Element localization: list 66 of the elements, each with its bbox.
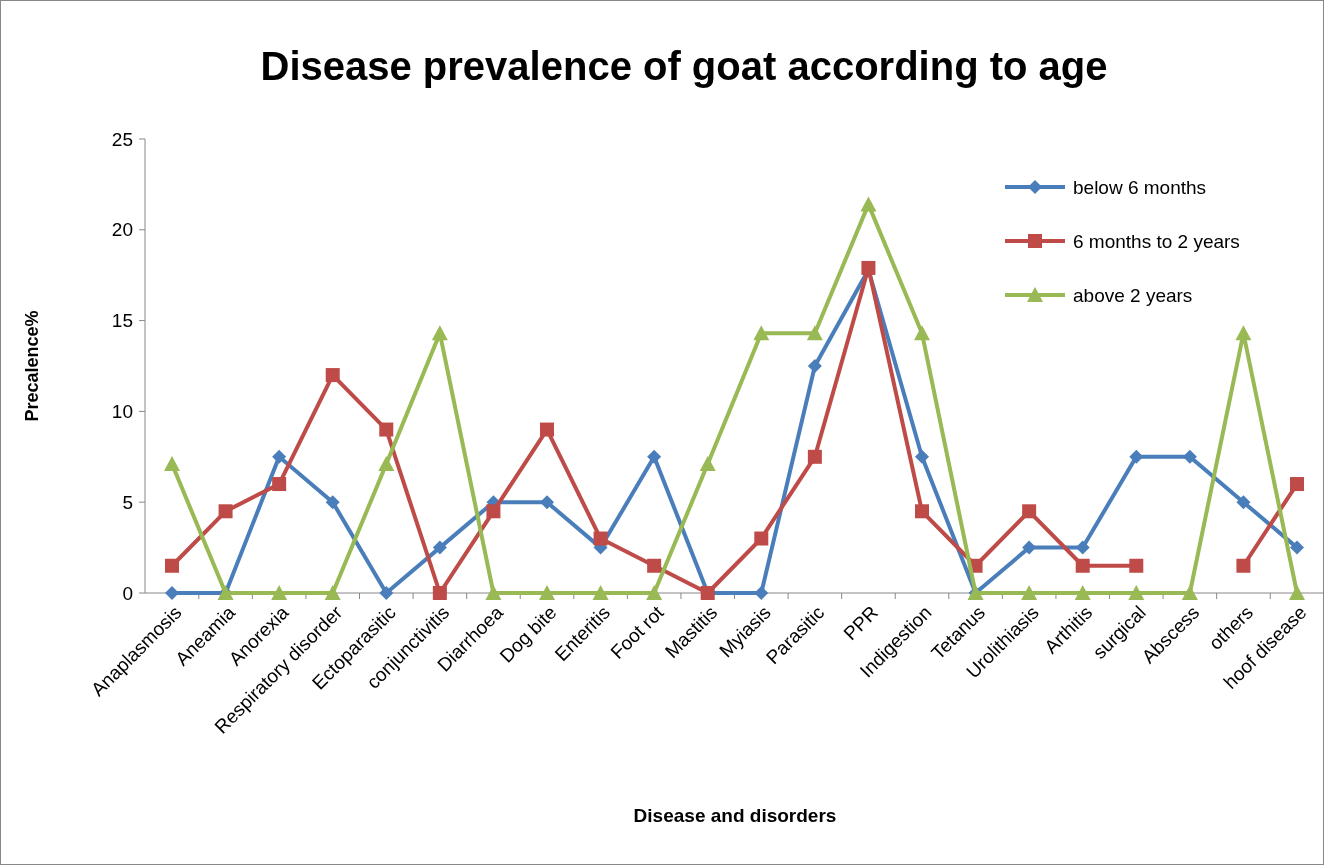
point [1235, 325, 1252, 341]
point [915, 504, 929, 519]
point [431, 325, 448, 341]
point [806, 325, 823, 341]
point [1022, 504, 1037, 519]
point [378, 456, 395, 472]
point [915, 449, 929, 464]
point [592, 585, 609, 600]
point [807, 359, 822, 373]
point [540, 495, 554, 510]
point [1236, 558, 1251, 573]
point [1236, 495, 1251, 510]
y-tick-label: 20 [111, 219, 133, 241]
point [1074, 585, 1091, 600]
point [1129, 558, 1144, 573]
legend-label: 6 months to 2 years [1073, 230, 1240, 252]
point [753, 325, 770, 341]
point [165, 586, 179, 600]
point [379, 422, 394, 437]
point [432, 586, 447, 600]
point [486, 504, 501, 519]
point [1289, 585, 1305, 600]
y-tick-label: 0 [122, 582, 133, 604]
x-axis-title: Disease and disorders [633, 805, 837, 826]
y-axis-title: Precalence% [22, 310, 42, 422]
point [1290, 477, 1304, 492]
point [272, 449, 287, 464]
point [218, 504, 233, 519]
point [914, 325, 930, 341]
point [646, 585, 663, 600]
chart-title: Disease prevalence of goat according to age [260, 44, 1108, 88]
point [272, 477, 287, 492]
point [647, 449, 662, 464]
point [540, 422, 554, 437]
point [754, 586, 769, 600]
point [432, 540, 447, 555]
point [539, 585, 555, 600]
point [325, 495, 340, 510]
y-tick-label: 5 [122, 491, 133, 513]
point [1182, 449, 1197, 464]
point [1290, 540, 1304, 555]
point [165, 558, 179, 573]
y-tick-label: 15 [111, 310, 133, 332]
point [379, 586, 394, 600]
legend-label: below 6 months [1073, 176, 1207, 198]
point [860, 196, 877, 212]
point [1021, 585, 1038, 600]
point [271, 585, 288, 600]
point [1128, 585, 1145, 600]
point [699, 456, 716, 472]
point [1022, 540, 1037, 555]
y-tick-label: 25 [111, 128, 133, 150]
point [1181, 585, 1198, 600]
point [1075, 558, 1090, 573]
point [324, 585, 341, 600]
point [593, 531, 608, 546]
point [647, 558, 662, 573]
point [807, 449, 822, 464]
y-tick-label: 10 [111, 401, 133, 423]
point [164, 456, 180, 472]
legend-label: above 2 years [1073, 284, 1193, 306]
point [754, 531, 769, 546]
point [325, 368, 340, 383]
point [1129, 449, 1144, 464]
point [1075, 540, 1090, 555]
point [485, 585, 502, 600]
